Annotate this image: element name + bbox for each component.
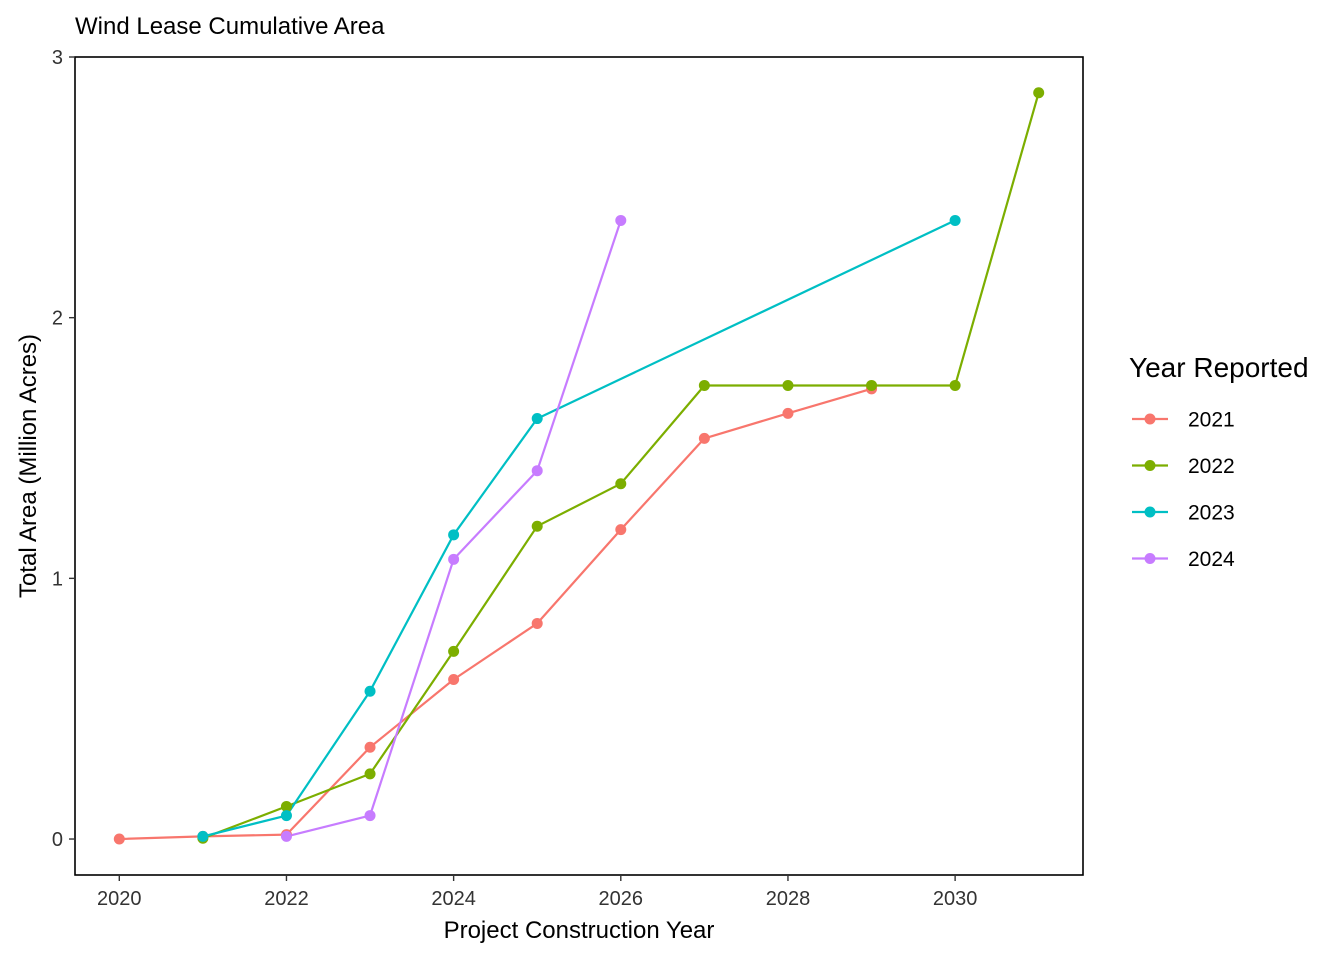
x-tick-label: 2022	[264, 888, 309, 910]
y-tick-label: 2	[52, 308, 63, 330]
legend-key-point	[1144, 553, 1156, 564]
data-point-2023	[280, 810, 292, 822]
chart-title: Wind Lease Cumulative Area	[75, 13, 385, 40]
legend-title: Year Reported	[1129, 352, 1309, 383]
legend-label: 2024	[1188, 548, 1235, 571]
data-point-2022	[448, 645, 460, 657]
y-axis: 0 1 2 3	[52, 47, 75, 851]
legend-key-point	[1144, 413, 1156, 425]
data-point-2024	[364, 810, 376, 822]
data-point-2023	[531, 413, 543, 425]
legend-label: 2023	[1188, 502, 1235, 525]
data-point-2021	[698, 432, 710, 444]
legend-key-point	[1144, 460, 1156, 471]
data-point-2021	[113, 833, 125, 845]
legend-key-point	[1144, 506, 1156, 518]
data-point-2022	[1033, 87, 1045, 99]
data-point-2022	[364, 768, 376, 780]
data-point-2023	[949, 214, 961, 226]
data-point-2022	[531, 520, 543, 532]
y-tick-label: 0	[52, 829, 63, 851]
x-axis-title: Project Construction Year	[444, 917, 715, 944]
x-tick-label: 2026	[599, 888, 644, 910]
data-point-2024	[531, 465, 543, 477]
series-line-2023	[202, 219, 956, 838]
data-point-2021	[364, 741, 376, 753]
plot-panel	[74, 56, 1084, 876]
data-point-2023	[448, 529, 460, 541]
x-axis: 2020 2022 2024 2026 2028 2030	[97, 875, 977, 910]
x-tick-label: 2030	[933, 888, 978, 910]
x-tick-label: 2024	[431, 888, 476, 910]
legend-item-2023: 2023	[1132, 502, 1235, 525]
data-point-2022	[698, 379, 710, 391]
data-point-2024	[615, 214, 627, 226]
data-point-2021	[782, 407, 794, 419]
x-tick-label: 2020	[97, 888, 142, 910]
legend-item-2024: 2024	[1132, 548, 1235, 571]
legend: Year Reported 2021 2022 2023 2024	[1129, 352, 1309, 571]
data-point-2022	[782, 379, 794, 391]
data-point-2021	[448, 673, 460, 685]
y-axis-title: Total Area (Million Acres)	[15, 334, 42, 598]
legend-label: 2022	[1188, 455, 1235, 478]
data-point-2021	[615, 524, 627, 536]
series-layer	[113, 87, 1045, 845]
data-point-2024	[448, 553, 460, 565]
y-tick-label: 1	[52, 568, 63, 590]
data-point-2024	[280, 830, 292, 842]
data-point-2021	[531, 617, 543, 629]
y-tick-label: 3	[52, 47, 63, 69]
data-point-2022	[615, 478, 627, 490]
data-point-2022	[866, 379, 878, 391]
legend-label: 2021	[1188, 409, 1235, 432]
series-line-2021	[119, 387, 872, 841]
x-tick-label: 2028	[766, 888, 811, 910]
legend-items: 2021 2022 2023 2024	[1132, 409, 1235, 571]
legend-item-2022: 2022	[1132, 455, 1235, 478]
data-point-2022	[280, 800, 292, 812]
data-point-2023	[197, 830, 209, 842]
data-point-2023	[364, 685, 376, 697]
data-point-2022	[949, 379, 961, 391]
legend-item-2021: 2021	[1132, 409, 1235, 432]
